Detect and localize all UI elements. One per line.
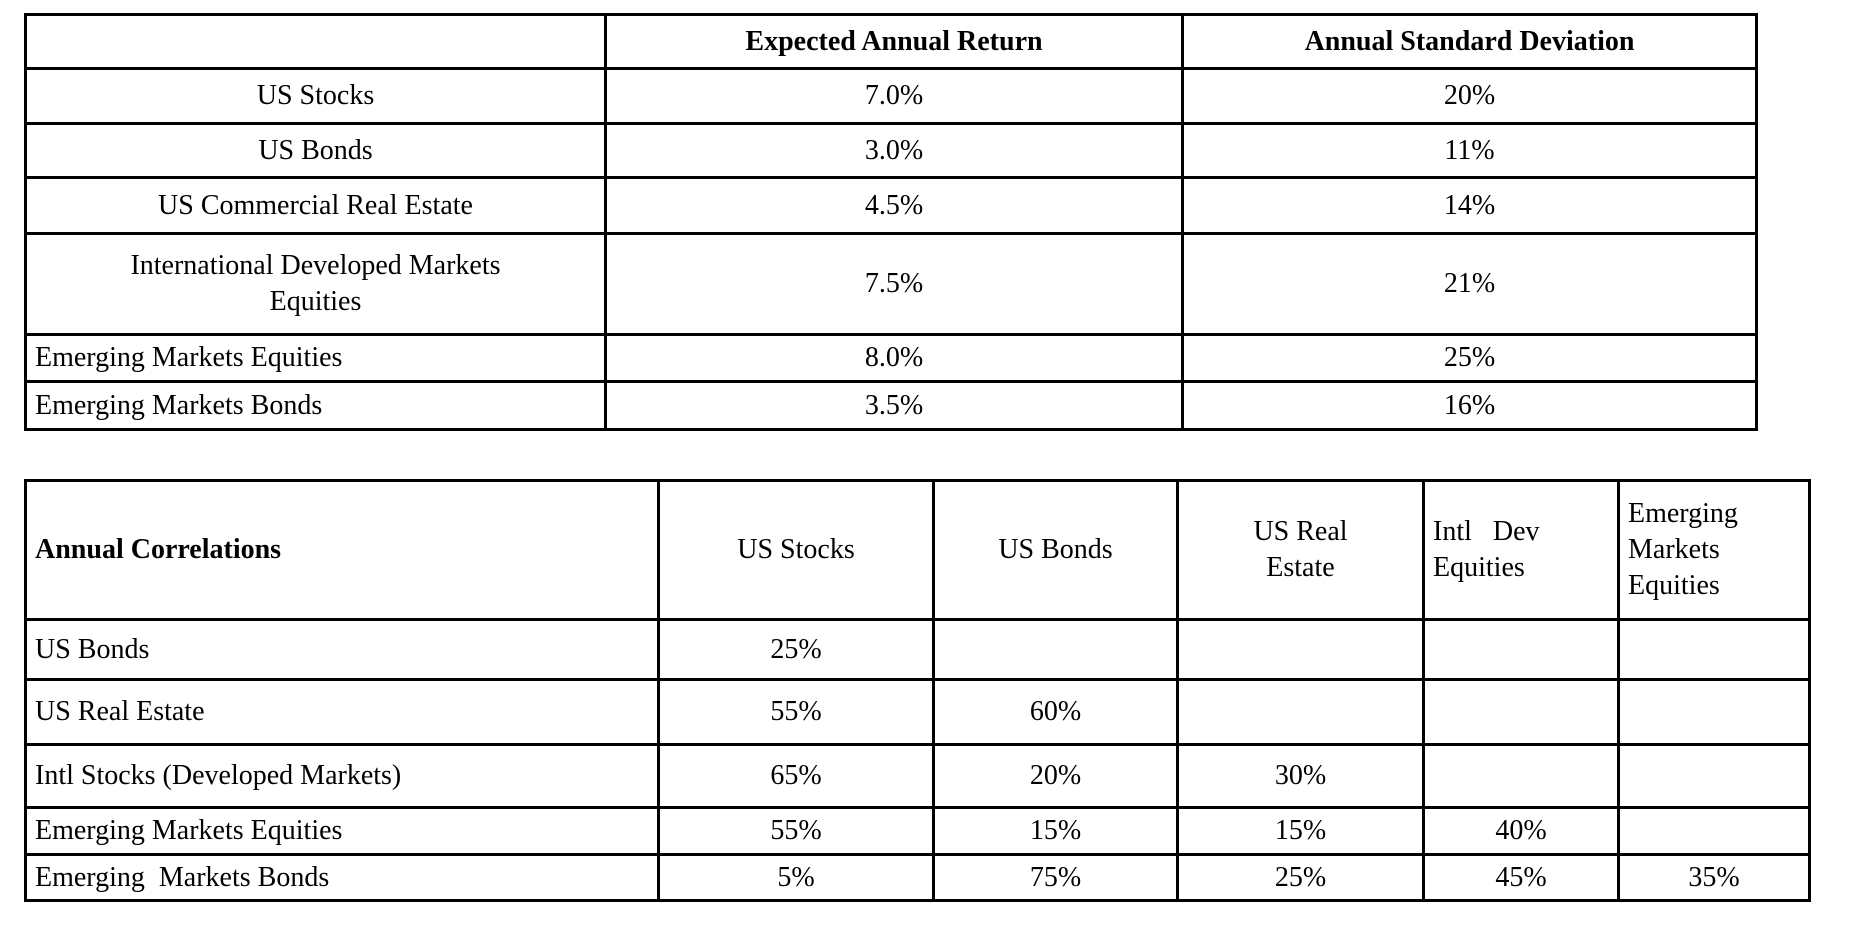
correlations-header-row: Annual Correlations US Stocks US Bonds U… — [24, 479, 1811, 621]
std-dev-cell: 16% — [1181, 380, 1758, 431]
table-row: US Bonds 25% — [24, 618, 1811, 681]
correlation-cell — [1617, 678, 1811, 746]
expected-return-header: Expected Annual Return — [604, 13, 1184, 70]
table-row: US Stocks 7.0% 20% — [24, 67, 1758, 125]
assumptions-header-row: Expected Annual Return Annual Standard D… — [24, 13, 1758, 70]
us-stocks-column-header: US Stocks — [657, 479, 935, 621]
correlation-cell — [1617, 806, 1811, 856]
table-row: US Bonds 3.0% 11% — [24, 122, 1758, 179]
expected-return-cell: 8.0% — [604, 333, 1184, 383]
std-dev-cell: 25% — [1181, 333, 1758, 383]
asset-label-cell: US Bonds — [24, 122, 607, 179]
correlation-cell: 60% — [932, 678, 1179, 746]
expected-return-cell: 3.5% — [604, 380, 1184, 431]
correlation-cell: 25% — [1176, 853, 1425, 902]
emerging-markets-equities-column-header: Emerging Markets Equities — [1617, 479, 1811, 621]
table-row: Emerging Markets Bonds 5% 75% 25% 45% 35… — [24, 853, 1811, 902]
correlation-cell — [1617, 743, 1811, 809]
expected-return-cell: 3.0% — [604, 122, 1184, 179]
annual-correlations-table: Annual Correlations US Stocks US Bonds U… — [24, 479, 1811, 902]
table-row: International Developed Markets Equities… — [24, 232, 1758, 336]
table-row: Emerging Markets Bonds 3.5% 16% — [24, 380, 1758, 431]
asset-label-cell: US Stocks — [24, 67, 607, 125]
correlation-cell: 5% — [657, 853, 935, 902]
correlation-cell — [932, 618, 1179, 681]
row-label-cell: Intl Stocks (Developed Markets) — [24, 743, 660, 809]
correlation-cell: 20% — [932, 743, 1179, 809]
us-real-estate-column-header: US Real Estate — [1176, 479, 1425, 621]
intl-dev-equities-column-header: Intl Dev Equities — [1422, 479, 1620, 621]
table-row: US Commercial Real Estate 4.5% 14% — [24, 176, 1758, 235]
asset-label-cell: US Commercial Real Estate — [24, 176, 607, 235]
asset-label-cell: Emerging Markets Bonds — [24, 380, 607, 431]
row-label-cell: US Bonds — [24, 618, 660, 681]
correlation-cell: 55% — [657, 678, 935, 746]
row-label-cell: US Real Estate — [24, 678, 660, 746]
table-row: Emerging Markets Equities 8.0% 25% — [24, 333, 1758, 383]
std-dev-header: Annual Standard Deviation — [1181, 13, 1758, 70]
expected-return-cell: 4.5% — [604, 176, 1184, 235]
correlation-cell — [1422, 678, 1620, 746]
std-dev-cell: 20% — [1181, 67, 1758, 125]
correlation-cell — [1422, 618, 1620, 681]
correlation-cell: 15% — [1176, 806, 1425, 856]
correlation-cell: 65% — [657, 743, 935, 809]
std-dev-cell: 11% — [1181, 122, 1758, 179]
row-label-cell: Emerging Markets Equities — [24, 806, 660, 856]
correlation-cell: 45% — [1422, 853, 1620, 902]
correlation-cell — [1176, 618, 1425, 681]
correlation-cell: 55% — [657, 806, 935, 856]
expected-return-cell: 7.0% — [604, 67, 1184, 125]
table-row: Emerging Markets Equities 55% 15% 15% 40… — [24, 806, 1811, 856]
correlation-cell: 25% — [657, 618, 935, 681]
std-dev-cell: 21% — [1181, 232, 1758, 336]
correlations-title-cell: Annual Correlations — [24, 479, 660, 621]
us-bonds-column-header: US Bonds — [932, 479, 1179, 621]
table-row: US Real Estate 55% 60% — [24, 678, 1811, 746]
correlation-cell: 75% — [932, 853, 1179, 902]
empty-corner-cell — [24, 13, 607, 70]
asset-label-cell: International Developed Markets Equities — [24, 232, 607, 336]
correlation-cell — [1617, 618, 1811, 681]
asset-assumptions-table: Expected Annual Return Annual Standard D… — [24, 13, 1758, 431]
expected-return-cell: 7.5% — [604, 232, 1184, 336]
correlation-cell: 35% — [1617, 853, 1811, 902]
row-label-cell: Emerging Markets Bonds — [24, 853, 660, 902]
correlation-cell: 30% — [1176, 743, 1425, 809]
correlation-cell — [1422, 743, 1620, 809]
correlation-cell — [1176, 678, 1425, 746]
correlation-cell: 40% — [1422, 806, 1620, 856]
asset-label-cell: Emerging Markets Equities — [24, 333, 607, 383]
table-row: Intl Stocks (Developed Markets) 65% 20% … — [24, 743, 1811, 809]
correlation-cell: 15% — [932, 806, 1179, 856]
std-dev-cell: 14% — [1181, 176, 1758, 235]
